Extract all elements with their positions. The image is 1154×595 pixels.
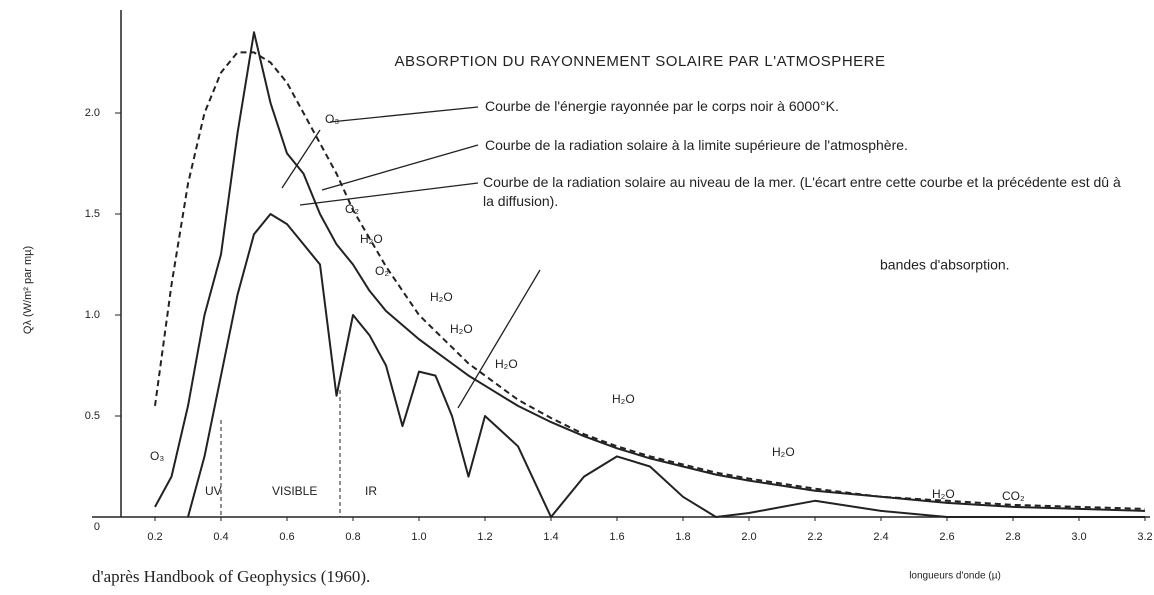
x-tick-label: 0.6 xyxy=(279,531,294,543)
legend-entry: Courbe de la radiation solaire au niveau… xyxy=(483,174,1121,209)
x-tick-label: 2.6 xyxy=(939,531,954,543)
annotation: H₂O xyxy=(450,322,473,336)
annotation: O₂ xyxy=(345,202,359,216)
annotation: H₂O xyxy=(772,445,795,459)
y-tick-label: 0 xyxy=(94,521,100,533)
annotation: H₂O xyxy=(430,290,453,304)
annotation: O₃ xyxy=(325,112,339,126)
x-tick-label: 2.4 xyxy=(873,531,888,543)
x-tick-label: 1.2 xyxy=(477,531,492,543)
y-tick-label: 1.5 xyxy=(85,208,100,220)
x-tick-label: 1.6 xyxy=(609,531,624,543)
x-tick-label: 1.8 xyxy=(675,531,690,543)
x-tick-label: 3.2 xyxy=(1137,531,1152,543)
annotation: UV xyxy=(205,484,222,498)
x-tick-label: 2.0 xyxy=(741,531,756,543)
x-tick-label: 1.4 xyxy=(543,531,558,543)
annotation: IR xyxy=(365,484,377,498)
x-tick-label: 0.2 xyxy=(147,531,162,543)
annotation: H₂O xyxy=(495,357,518,371)
annotation: O₂ xyxy=(375,264,389,278)
series-line xyxy=(187,213,1145,518)
series-line xyxy=(154,31,1146,512)
annotation: H₂O xyxy=(932,487,955,501)
chart-title: ABSORPTION DU RAYONNEMENT SOLAIRE PAR L'… xyxy=(394,53,885,70)
annotation: H₂O xyxy=(612,392,635,406)
y-tick-label: 0.5 xyxy=(85,410,100,422)
annotation: VISIBLE xyxy=(272,484,317,498)
x-tick-label: 1.0 xyxy=(411,531,426,543)
y-tick-label: 2.0 xyxy=(85,107,100,119)
legend-entry: Courbe de la radiation solaire à la limi… xyxy=(485,137,908,153)
y-tick-label: 1.0 xyxy=(85,309,100,321)
annotation: bandes d'absorption. xyxy=(880,257,1010,273)
x-tick-label: 0.4 xyxy=(213,531,228,543)
arrows xyxy=(281,106,541,409)
series-line xyxy=(154,51,1146,510)
legend-entry: Courbe de l'énergie rayonnée par le corp… xyxy=(485,98,839,114)
annotation: O₃ xyxy=(150,449,164,463)
annotation: H₂O xyxy=(360,232,383,246)
x-axis-label: longueurs d'onde (µ) xyxy=(909,571,1001,582)
annotation: CO₂ xyxy=(1002,489,1025,503)
x-tick-label: 3.0 xyxy=(1071,531,1086,543)
x-tick-label: 0.8 xyxy=(345,531,360,543)
source: d'après Handbook of Geophysics (1960). xyxy=(92,567,370,586)
x-tick-label: 2.2 xyxy=(807,531,822,543)
y-axis-label: Qλ (W/m² par mµ) xyxy=(22,246,34,334)
x-tick-label: 2.8 xyxy=(1005,531,1020,543)
